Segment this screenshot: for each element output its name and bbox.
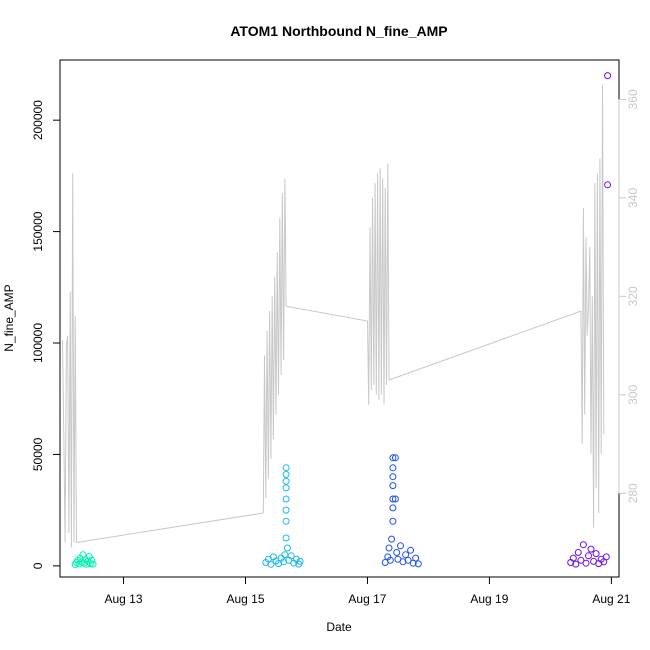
scatter-point [389,495,397,503]
temperature-line-layer [62,84,605,548]
scatter-point [389,517,397,525]
scatter-point [577,556,585,564]
chart-title: ATOM1 Northbound N_fine_AMP [230,23,447,39]
x-tick-label: Aug 17 [348,592,386,606]
scatter-point [282,471,290,478]
x-axis: Aug 13 Aug 15 Aug 17 Aug 19 Aug 21 [104,576,631,606]
scatter-point [582,559,590,567]
y-axis-label: N_fine_AMP [2,284,16,351]
scatter-point [391,495,399,503]
scatter-point [283,544,291,552]
scatter-point [389,454,397,462]
scatter-point [397,542,404,550]
scatter-point [280,558,288,566]
y-tick-label: 200000 [31,100,45,140]
y-tick-label: 50000 [31,437,45,471]
scatter-point [592,550,600,558]
scatter-point [389,473,397,481]
y-tick-label: 150000 [31,211,45,251]
scatter-point [569,554,577,562]
y2-tick-label: 360 [626,89,640,109]
scatter-point [602,553,610,561]
y-axis-left: 0 50000 100000 150000 200000 [31,100,61,569]
scatter-point [287,552,295,560]
x-tick-label: Aug 21 [592,592,630,606]
scatter-point [402,551,410,559]
scatter-point [386,556,394,564]
scatter-point [579,541,587,549]
scatter-point [282,464,290,472]
scatter-point [389,504,397,512]
scatter-point [388,535,396,543]
scatter-point [267,560,275,568]
scatter-point [389,464,397,472]
scatter-point [572,560,580,568]
temperature-series-line [62,84,605,548]
scatter-point [385,544,393,552]
scatter-point [585,552,592,560]
y-tick-label: 0 [31,562,45,569]
y2-tick-label: 300 [626,384,640,404]
y2-tick-label: 340 [626,188,640,208]
y-tick-label: 100000 [31,323,45,363]
scatter-point [87,560,94,568]
scatter-point [412,554,420,562]
scatter-point [604,181,612,189]
scatter-point [89,560,97,568]
scatter-point [407,546,415,554]
scatter-point [282,534,290,542]
y2-tick-label: 320 [626,286,640,306]
x-tick-label: Aug 19 [470,592,508,606]
scatter-points-layer [71,72,612,568]
scatter-point [574,549,582,556]
scatter-point [282,495,290,503]
scatter-point [282,477,290,485]
scatter-point [389,482,397,490]
scatter-point [88,556,96,564]
scatter-point [399,558,407,566]
x-tick-label: Aug 15 [226,592,264,606]
scatter-point [587,545,595,553]
scatter-point [282,506,290,514]
scatter-point [282,517,290,525]
x-axis-label: Date [326,620,352,634]
scatter-point [296,557,304,565]
scatter-point [391,454,399,462]
scatter-point [282,484,290,492]
scatter-point [604,72,612,80]
scatter-point [404,556,412,564]
scatter-point [393,549,401,556]
x-tick-label: Aug 13 [104,592,142,606]
scatter-point [414,560,422,568]
y-axis-right: 280 300 320 340 360 [618,89,640,503]
y2-tick-label: 280 [626,483,640,503]
